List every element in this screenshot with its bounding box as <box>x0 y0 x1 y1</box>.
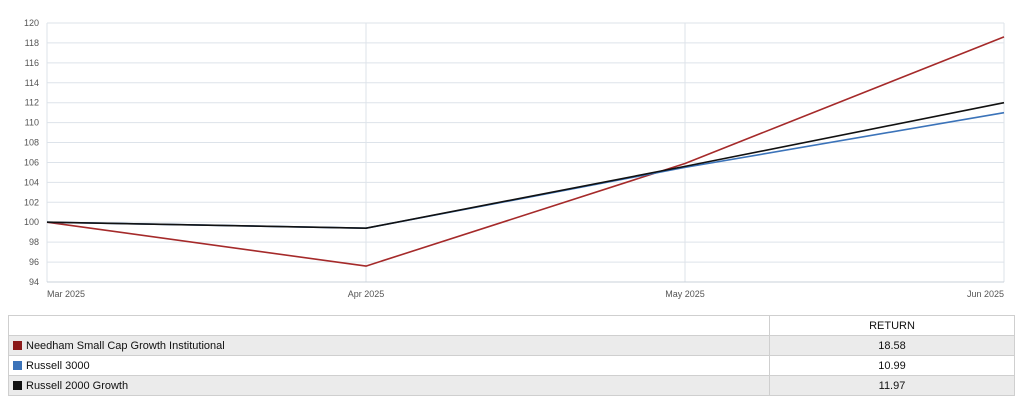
returns-table: RETURN Needham Small Cap Growth Institut… <box>8 315 1015 396</box>
y-tick-label: 112 <box>25 98 39 108</box>
y-tick-label: 106 <box>24 157 39 167</box>
series-name: Russell 3000 <box>26 359 90 372</box>
y-tick-label: 100 <box>24 217 39 227</box>
y-tick-label: 96 <box>29 257 39 267</box>
table-header-name <box>8 315 770 336</box>
series-line <box>46 111 1005 229</box>
return-value: 11.97 <box>769 375 1015 396</box>
series-name-cell: Russell 3000 <box>8 355 770 376</box>
y-tick-label: 116 <box>25 58 39 68</box>
y-axis: 94 96 98 100 102 104 106 108 110 112 114 116 118 120 <box>24 18 39 287</box>
series-color-swatch <box>13 380 22 390</box>
y-tick-label: 118 <box>25 38 39 48</box>
x-tick-label: Jun 2025 <box>967 289 1004 299</box>
series-color-swatch <box>13 340 22 350</box>
table-header-row: RETURN <box>8 315 1015 336</box>
x-tick-label: Mar 2025 <box>47 289 85 299</box>
series-color-swatch <box>13 360 22 370</box>
grid-lines <box>46 22 1005 283</box>
table-row: Russell 2000 Growth 11.97 <box>8 375 1015 396</box>
x-axis: Mar 2025 Apr 2025 May 2025 Jun 2025 <box>47 289 1004 299</box>
return-value: 18.58 <box>769 335 1015 356</box>
table-row: Russell 3000 10.99 <box>8 355 1015 376</box>
series-line <box>46 101 1005 229</box>
line-chart: 949698100102104106108110112114116118120 … <box>24 18 1005 299</box>
table-row: Needham Small Cap Growth Institutional 1… <box>8 335 1015 356</box>
x-tick-label: Apr 2025 <box>348 289 385 299</box>
y-tick-label: 94 <box>29 277 39 287</box>
y-tick-label: 102 <box>24 197 39 207</box>
y-tick-label: 98 <box>29 237 39 247</box>
series-name-cell: Russell 2000 Growth <box>8 375 770 396</box>
series-lines <box>46 36 1005 267</box>
table-header-return: RETURN <box>769 315 1015 336</box>
y-tick-label: 104 <box>24 177 39 187</box>
return-value: 10.99 <box>769 355 1015 376</box>
y-tick-label: 110 <box>25 118 39 128</box>
series-name-cell: Needham Small Cap Growth Institutional <box>8 335 770 356</box>
series-line <box>46 36 1005 267</box>
y-tick-label: 114 <box>25 78 39 88</box>
y-tick-label: 108 <box>24 138 39 148</box>
series-name: Russell 2000 Growth <box>26 379 129 392</box>
x-tick-label: May 2025 <box>665 289 705 299</box>
series-name: Needham Small Cap Growth Institutional <box>26 339 225 352</box>
y-tick-label: 120 <box>24 18 39 28</box>
